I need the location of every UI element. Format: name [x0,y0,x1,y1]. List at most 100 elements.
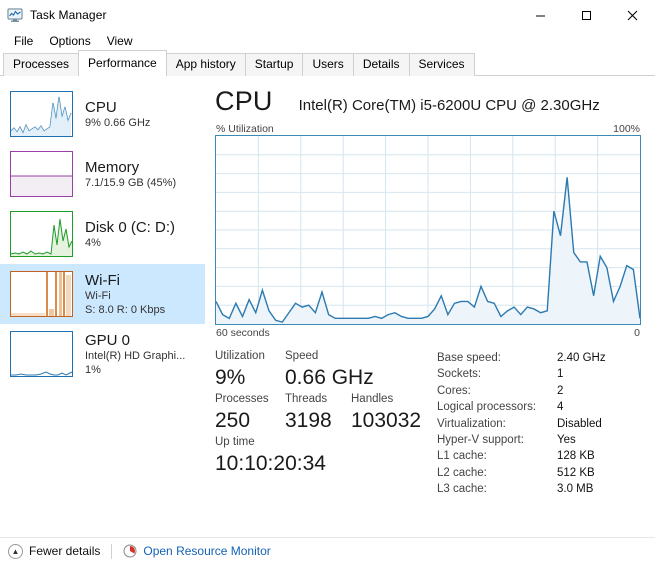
sidebar-item-cpu-text: CPU 9% 0.66 GHz [85,99,150,130]
sidebar-item-wifi-sub2: S: 8.0 R: 0 Kbps [85,303,166,316]
spec-key: L1 cache: [437,450,487,463]
sidebar-item-cpu[interactable]: CPU 9% 0.66 GHz [0,84,205,144]
memory-thumbnail-graph [10,151,73,197]
sidebar-item-memory[interactable]: Memory 7.1/15.9 GB (45%) [0,144,205,204]
stat-utilization: Utilization 9% [215,348,285,391]
fewer-details-label: Fewer details [29,544,101,558]
graph-top-axis: % Utilization 100% [215,123,641,135]
spec-value: 2 [557,384,564,397]
stat-threads-value: 3198 [285,409,332,432]
spec-row: L3 cache: 3.0 MB [437,481,641,497]
tab-services[interactable]: Services [408,53,475,76]
stat-handles: Handles 103032 [351,391,427,434]
content-area: CPU 9% 0.66 GHz Memory 7.1/15.9 GB (45%) [0,78,655,537]
spec-row: Hyper-V support: Yes [437,432,641,448]
spec-value: 2.40 GHz [557,352,606,364]
stat-processes: Processes 250 [215,391,285,434]
stat-uptime-value: 10:10:20:34 [215,452,326,475]
spec-row: Logical processors: 4 [437,399,641,415]
cpu-chart-svg [216,136,640,324]
sidebar-item-disk-text: Disk 0 (C: D:) 4% [85,219,175,250]
spec-row: Sockets: 1 [437,366,641,382]
stats-area: Utilization 9% Speed 0.66 GHz Processes … [215,348,641,498]
chevron-up-icon: ▲ [8,543,23,559]
open-resource-monitor-link[interactable]: Open Resource Monitor [123,544,271,558]
sidebar-item-disk-sub: 4% [85,236,101,249]
cpu-thumbnail-graph [10,91,73,137]
sidebar-item-wifi-text: Wi-Fi Wi-Fi S: 8.0 R: 0 Kbps [85,272,165,317]
gpu-thumbnail-graph [10,331,73,377]
menu-item-view[interactable]: View [106,34,133,48]
tab-startup[interactable]: Startup [244,53,304,76]
x-axis-right-label: 0 [634,327,640,339]
fewer-details-button[interactable]: ▲ Fewer details [8,543,101,559]
tab-users[interactable]: Users [302,53,354,76]
sidebar-item-memory-title: Memory [85,158,140,176]
wifi-thumbnail-graph [10,271,73,317]
spec-value: 128 KB [557,450,595,463]
spec-value: 1 [557,368,564,381]
sidebar-item-cpu-sub: 9% 0.66 GHz [85,116,151,129]
window-controls [517,0,655,30]
x-axis-left-label: 60 seconds [216,327,270,339]
tab-details[interactable]: Details [352,53,410,76]
spec-value: Yes [557,434,576,447]
stat-threads-label: Threads [285,393,328,405]
stat-uptime-label: Up time [215,436,255,448]
tab-processes[interactable]: Processes [3,53,80,76]
panel-header: CPU Intel(R) Core(TM) i5-6200U CPU @ 2.3… [215,78,641,117]
stat-speed-label: Speed [285,350,319,362]
status-bar: ▲ Fewer details Open Resource Monitor [0,537,655,564]
sidebar-item-wifi[interactable]: Wi-Fi Wi-Fi S: 8.0 R: 0 Kbps [0,264,205,324]
close-button[interactable] [609,0,655,30]
menu-item-file[interactable]: File [14,34,34,48]
sidebar-item-wifi-title: Wi-Fi [85,271,120,289]
sidebar-item-disk-title: Disk 0 (C: D:) [85,218,175,236]
sidebar-item-gpu-sub1: Intel(R) HD Graphi... [85,349,186,362]
stat-speed-value: 0.66 GHz [285,366,374,389]
sidebar-item-cpu-title: CPU [85,98,117,116]
sidebar-item-wifi-sub1: Wi-Fi [85,289,111,302]
stat-utilization-label: Utilization [215,350,265,362]
resource-monitor-icon [123,544,137,558]
stat-processes-value: 250 [215,409,251,432]
spec-value: 512 KB [557,466,595,479]
status-separator [111,543,113,559]
stat-handles-value: 103032 [351,409,422,432]
graph-bottom-axis: 60 seconds 0 [215,327,641,339]
sidebar-item-gpu-text: GPU 0 Intel(R) HD Graphi... 1% [85,332,185,377]
y-axis-label: % Utilization [216,123,274,135]
menu-bar: File Options View [0,30,655,52]
menu-item-options[interactable]: Options [49,34,91,48]
spec-row: Virtualization: Disabled [437,416,641,432]
stat-processes-label: Processes [215,393,269,405]
cpu-specs-list: Base speed: 2.40 GHz Sockets: 1 Cores: 2… [427,348,641,498]
cpu-model-label: Intel(R) Core(TM) i5-6200U CPU @ 2.30GHz [298,97,600,114]
spec-key: L3 cache: [437,483,487,496]
sidebar-item-disk[interactable]: Disk 0 (C: D:) 4% [0,204,205,264]
task-manager-icon [7,7,23,23]
stat-threads: Threads 3198 [285,391,351,434]
stats-row-3: Up time 10:10:20:34 [215,434,427,477]
y-axis-max-label: 100% [613,123,640,135]
tab-app-history[interactable]: App history [165,53,246,76]
cpu-utilization-graph [215,135,641,325]
spec-value: 4 [557,401,564,414]
spec-key: L2 cache: [437,466,487,479]
spec-key: Logical processors: [437,401,537,414]
spec-key: Hyper-V support: [437,434,524,447]
tab-performance[interactable]: Performance [78,50,167,76]
open-resource-monitor-label: Open Resource Monitor [143,544,271,558]
sidebar-item-gpu-title: GPU 0 [85,331,131,349]
sidebar-item-memory-text: Memory 7.1/15.9 GB (45%) [85,159,176,190]
performance-detail-panel: CPU Intel(R) Core(TM) i5-6200U CPU @ 2.3… [205,78,655,537]
sidebar-item-gpu-sub2: 1% [85,363,101,376]
maximize-button[interactable] [563,0,609,30]
stat-handles-label: Handles [351,393,394,405]
stat-uptime: Up time 10:10:20:34 [215,434,326,477]
minimize-button[interactable] [517,0,563,30]
sidebar-item-gpu[interactable]: GPU 0 Intel(R) HD Graphi... 1% [0,324,205,384]
spec-value: Disabled [557,417,602,430]
stats-row-1: Utilization 9% Speed 0.66 GHz [215,348,427,391]
spec-row: Cores: 2 [437,383,641,399]
